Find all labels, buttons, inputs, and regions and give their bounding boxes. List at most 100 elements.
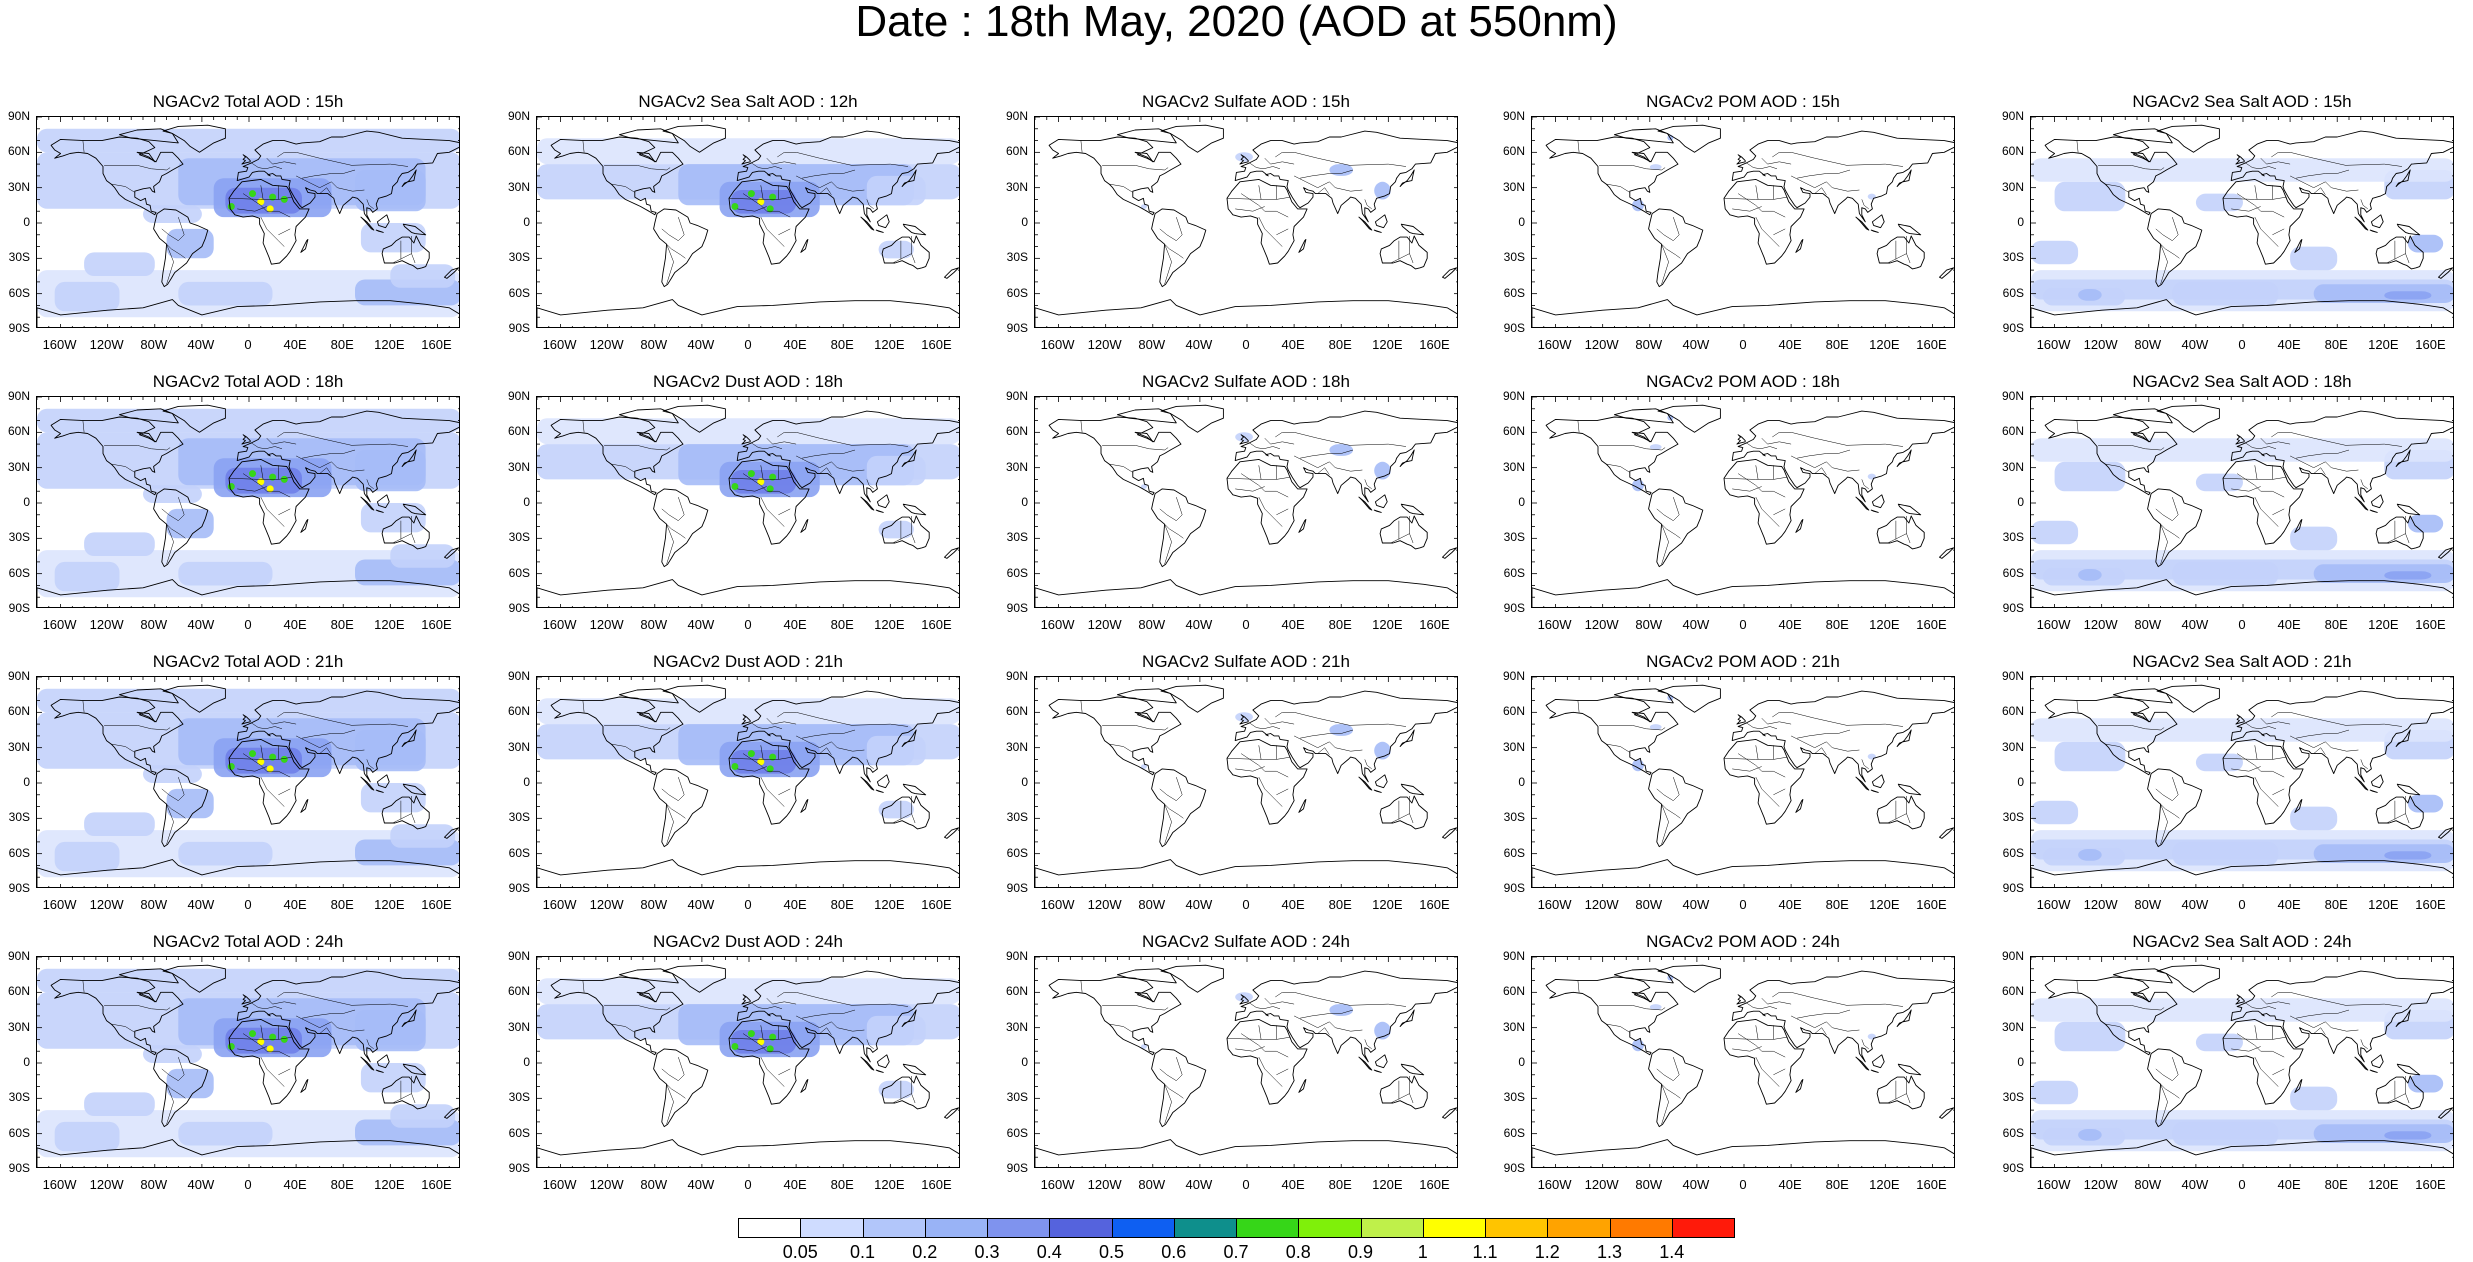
panel-title: NGACv2 Sea Salt AOD : 18h — [2132, 372, 2352, 391]
lat-tick-label: 30N — [2001, 739, 2024, 754]
country-border — [237, 486, 267, 492]
country-border — [1761, 998, 1792, 1005]
country-border — [1226, 196, 1291, 200]
aod-field — [878, 240, 914, 259]
country-border — [1275, 432, 1407, 447]
country-border — [1164, 524, 1172, 565]
lon-tick-label: 160W — [1040, 617, 1075, 632]
coastline — [1896, 729, 1912, 747]
aod-field — [2031, 800, 2079, 825]
lon-tick-label: 0 — [1739, 337, 1747, 352]
coastline — [1358, 216, 1373, 231]
aod-field — [1329, 724, 1353, 736]
country-border — [1102, 1005, 1169, 1011]
aod-field — [866, 735, 926, 766]
lat-tick-label: 60N — [2001, 984, 2024, 999]
country-border — [2076, 700, 2079, 713]
coastline — [860, 1056, 875, 1071]
aod-hotspot — [269, 753, 277, 761]
country-border — [1164, 1084, 1184, 1099]
country-border — [278, 788, 291, 796]
coastline — [1657, 684, 1721, 713]
aod-field — [54, 1121, 120, 1152]
coastline — [1723, 178, 1805, 265]
coastline — [537, 1139, 959, 1167]
coastline — [876, 774, 890, 789]
lon-tick-label: 120E — [874, 1177, 905, 1192]
lon-tick-label: 80W — [1635, 1177, 1663, 1192]
country-border — [2360, 479, 2368, 490]
aod-field — [2031, 998, 2453, 1022]
coastline — [875, 509, 884, 513]
colorbar-label: 0.7 — [1223, 1242, 1249, 1262]
coastline — [360, 216, 375, 231]
aod-hotspot — [731, 763, 739, 770]
coastline — [653, 768, 709, 848]
lat-tick-label: 30N — [507, 179, 530, 194]
country-border — [1109, 183, 1133, 193]
lon-tick-label: 40W — [1185, 617, 1213, 632]
lat-tick-label: 0 — [1021, 215, 1028, 229]
country-border — [2155, 777, 2179, 802]
coastline — [50, 976, 184, 1056]
lon-tick-label: 120E — [374, 1177, 405, 1192]
country-border — [1164, 244, 1184, 259]
lat-tick-label: 60S — [508, 565, 530, 580]
coastline — [944, 827, 959, 839]
lon-tick-label: 120E — [1869, 337, 1900, 352]
aod-field — [54, 281, 120, 312]
coastline — [2354, 776, 2369, 791]
lon-tick-label: 120E — [1869, 1177, 1900, 1192]
lat-tick-label: 30S — [1503, 1090, 1525, 1105]
country-border — [1790, 455, 1860, 472]
country-border — [1755, 216, 1780, 247]
lat-tick-label: 30S — [1006, 530, 1028, 545]
country-border — [1364, 1039, 1372, 1050]
coastline — [1657, 964, 1721, 993]
lat-tick-label: 90N — [1005, 669, 1028, 683]
lon-tick-label: 40W — [2181, 897, 2209, 912]
panel-title: NGACv2 Total AOD : 21h — [152, 652, 344, 671]
lat-tick-label: 0 — [523, 1055, 530, 1069]
lat-tick-label: 30N — [2001, 1019, 2024, 1034]
lon-tick-label: 160W — [1537, 1177, 1572, 1192]
lon-tick-label: 160E — [421, 337, 452, 352]
country-border — [2313, 467, 2326, 475]
map-panel-dust-row4: NGACv2 Dust AOD : 24h 90N 60N 30N 0 30S 60S 90S… — [500, 932, 980, 1202]
lat-tick-label: 60S — [1503, 285, 1525, 300]
coastline — [1631, 711, 1651, 723]
lat-tick-label: 30N — [7, 1019, 30, 1034]
coastline — [876, 494, 890, 509]
colorbar-swatch — [1049, 1218, 1113, 1238]
coastline — [2370, 1054, 2384, 1069]
lon-tick-label: 80E — [330, 617, 354, 632]
aod-field — [143, 205, 202, 223]
country-border — [82, 140, 85, 153]
world-map — [1531, 116, 1955, 328]
coastline — [860, 216, 875, 231]
country-border — [2360, 759, 2368, 770]
country-border — [1746, 1002, 1778, 1010]
country-border — [237, 766, 267, 772]
lon-tick-label: 40W — [1185, 897, 1213, 912]
lat-tick-label: 90N — [2001, 109, 2024, 123]
lon-tick-label: 0 — [1739, 897, 1747, 912]
aod-field — [2195, 473, 2243, 492]
lat-tick-label: 90N — [507, 949, 530, 963]
coastline — [1545, 416, 1679, 496]
aod-field — [143, 485, 202, 503]
country-border — [801, 449, 856, 459]
country-border — [242, 473, 291, 498]
country-border — [166, 524, 174, 565]
aod-field — [866, 1015, 926, 1046]
lat-tick-label: 90S — [1006, 881, 1028, 895]
aod-field — [2384, 851, 2432, 860]
lat-tick-label: 90S — [508, 601, 530, 615]
aod-hotspot — [266, 205, 274, 213]
country-border — [1235, 1046, 1265, 1052]
coastline — [653, 208, 709, 288]
coastline — [1736, 994, 1746, 1005]
aod-field — [2031, 1080, 2079, 1105]
coastline — [1226, 738, 1308, 825]
country-border — [1796, 449, 1851, 459]
